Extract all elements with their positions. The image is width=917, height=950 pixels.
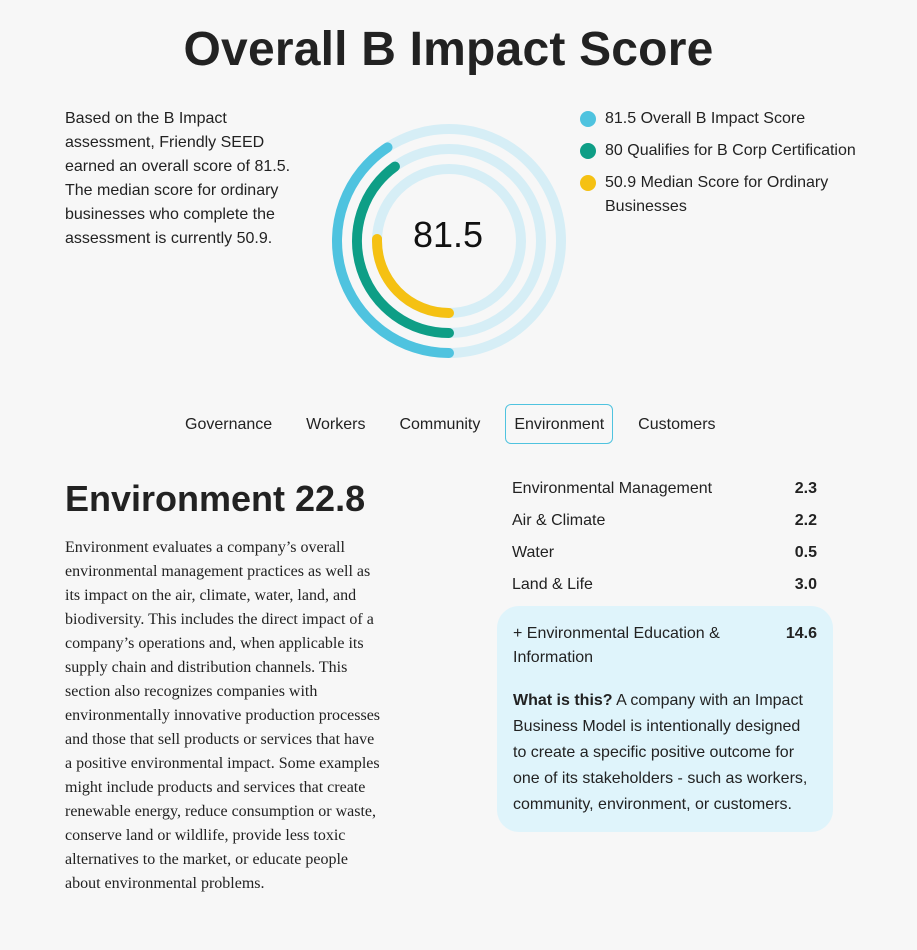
legend-label: 50.9 Median Score for Ordinary Businesse…: [605, 174, 829, 215]
legend-item-qualifies: 80 Qualifies for B Corp Certification: [580, 139, 860, 163]
score-legend: 81.5 Overall B Impact Score 80 Qualifies…: [580, 107, 860, 227]
impact-area-tabs: Governance Workers Community Environment…: [176, 404, 741, 444]
score-value: 0.5: [794, 544, 817, 561]
score-breakdown: Environmental Management 2.3 Air & Clima…: [512, 477, 817, 605]
impact-model-explanation: What is this? A company with an Impact B…: [513, 688, 817, 818]
score-value: 2.3: [794, 480, 817, 497]
legend-dot-icon: [580, 111, 596, 127]
score-label: Land & Life: [512, 576, 593, 593]
score-summary-text: Based on the B Impact assessment, Friend…: [65, 110, 291, 247]
impact-model-question: What is this?: [513, 692, 613, 709]
score-value: 2.2: [794, 512, 817, 529]
tab-customers[interactable]: Customers: [638, 416, 716, 433]
score-value: 3.0: [794, 576, 817, 593]
score-row: Air & Climate 2.2: [512, 509, 817, 541]
score-gauge: [331, 123, 567, 359]
impact-model-label: + Environmental Education & Information: [513, 625, 720, 666]
legend-dot-icon: [580, 175, 596, 191]
section-title: Environment 22.8: [65, 478, 366, 519]
legend-item-median: 50.9 Median Score for Ordinary Businesse…: [580, 171, 860, 219]
legend-label: 81.5 Overall B Impact Score: [605, 110, 806, 127]
tab-workers[interactable]: Workers: [306, 416, 366, 433]
gauge-score-value: 81.5: [412, 214, 484, 255]
impact-model-value: 14.6: [785, 625, 817, 642]
score-row: Environmental Management 2.3: [512, 477, 817, 509]
score-label: Water: [512, 544, 555, 561]
legend-label: 80 Qualifies for B Corp Certification: [605, 142, 856, 159]
legend-item-overall: 81.5 Overall B Impact Score: [580, 107, 860, 131]
tab-community[interactable]: Community: [399, 416, 481, 433]
gauge-arc: [332, 142, 454, 358]
gauge-arc: [372, 233, 454, 318]
impact-model-row[interactable]: + Environmental Education & Information …: [513, 622, 817, 670]
score-row: Water 0.5: [512, 541, 817, 573]
score-label: Environmental Management: [512, 480, 713, 497]
impact-model-explanation-text: A company with an Impact Business Model …: [513, 692, 808, 813]
section-description: Environment evaluates a company’s overal…: [65, 539, 381, 892]
score-gauge-chart: [332, 124, 566, 358]
score-row: Land & Life 3.0: [512, 573, 817, 605]
tab-governance[interactable]: Governance: [185, 416, 273, 433]
page-title: Overall B Impact Score: [183, 23, 714, 76]
impact-business-model-card: + Environmental Education & Information …: [497, 606, 833, 832]
score-label: Air & Climate: [512, 512, 606, 529]
gauge-arc: [352, 161, 454, 338]
tab-environment[interactable]: Environment: [505, 404, 614, 444]
legend-dot-icon: [580, 143, 596, 159]
